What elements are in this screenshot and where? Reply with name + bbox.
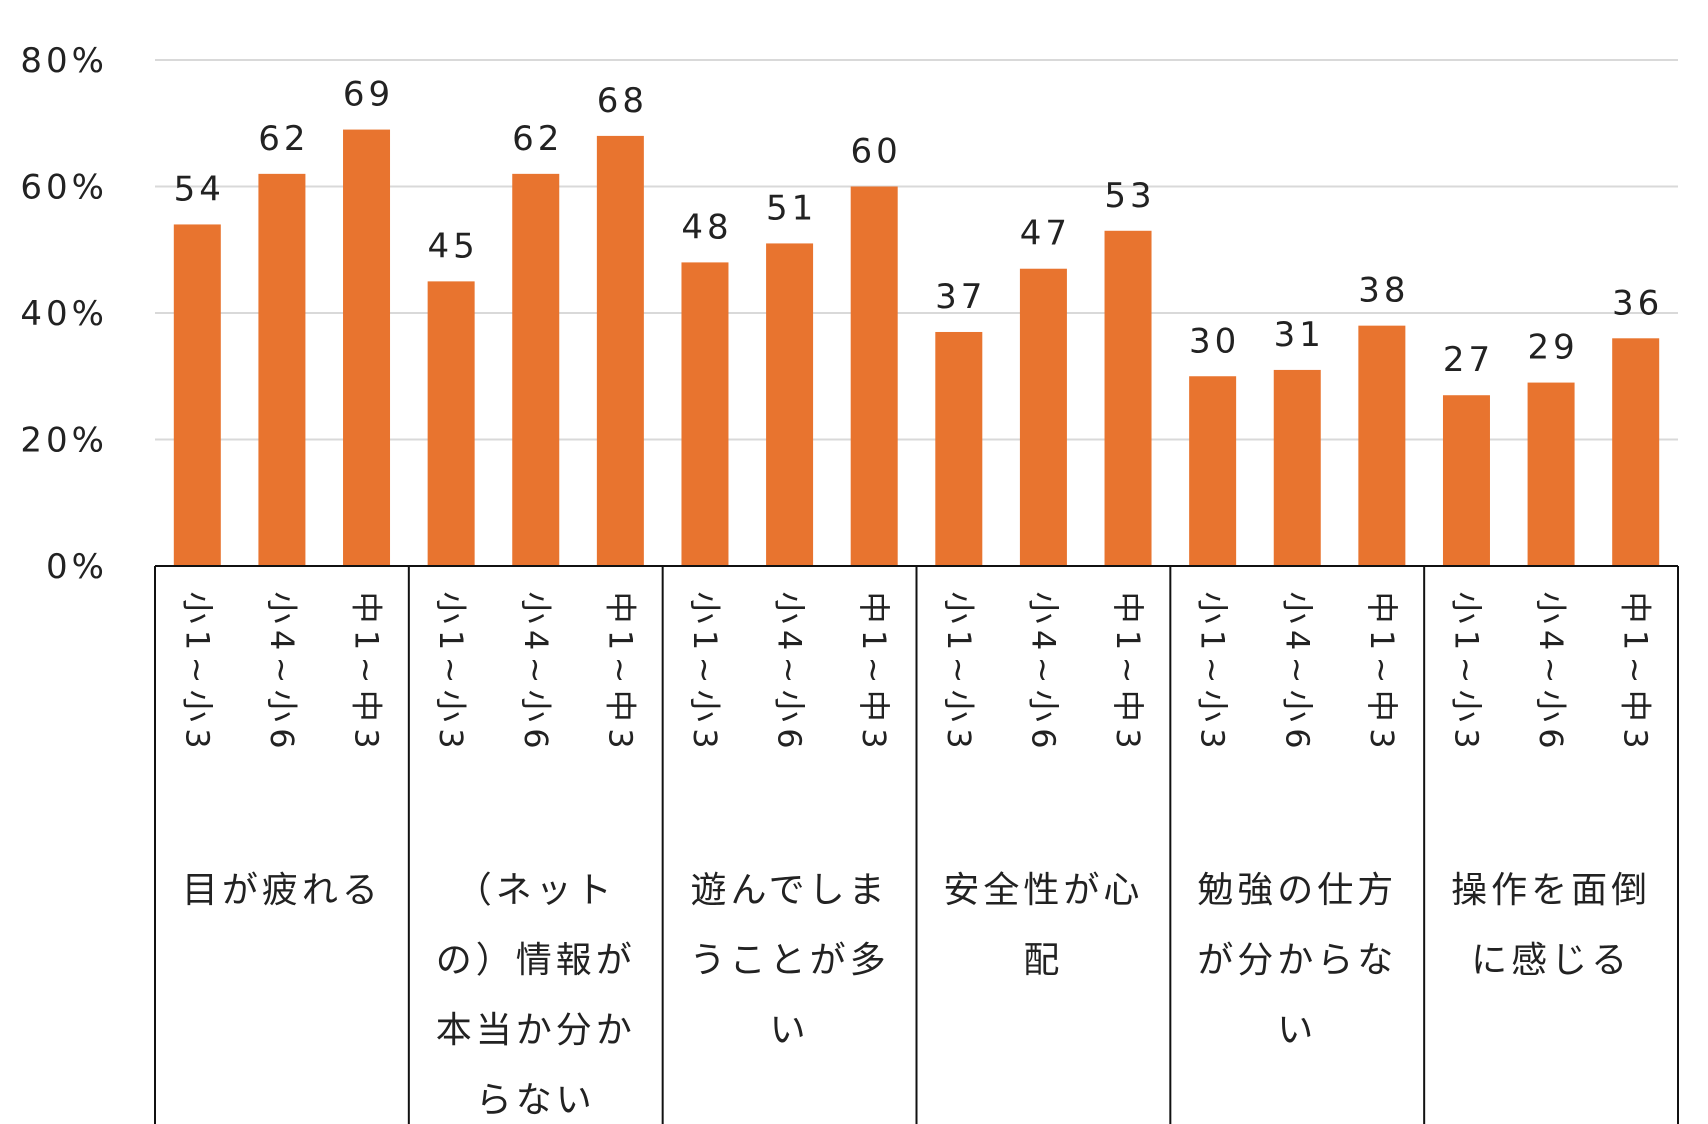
bar <box>596 135 644 566</box>
data-label: 53 <box>1104 176 1155 216</box>
x-tick-label: 小 4 ~ 小 6 <box>263 591 301 748</box>
data-label: 54 <box>174 169 225 209</box>
data-label: 62 <box>512 119 563 159</box>
group-label: の）情報が <box>436 940 636 981</box>
data-label: 30 <box>1189 321 1240 361</box>
group-label: が分からな <box>1197 940 1397 981</box>
x-axis: 小 1 ~ 小 3 小 4 ~ 小 6 中 1 ~ 中 3 小 1 ~ 小 3 小 4 … <box>154 565 1679 1124</box>
group-label: 配 <box>1023 940 1063 981</box>
bar <box>850 186 898 566</box>
data-label: 60 <box>851 132 902 172</box>
y-tick-label: 80% <box>20 41 108 81</box>
group-label: らない <box>476 1080 596 1121</box>
bar <box>681 262 729 566</box>
data-label: 68 <box>597 81 648 121</box>
y-tick-label: 0% <box>46 547 108 587</box>
x-tick-label: 小 4 ~ 小 6 <box>517 591 555 748</box>
x-tick-label: 小 1 ~ 小 3 <box>1194 591 1232 748</box>
group-label: 操作を面倒 <box>1451 870 1651 911</box>
bar <box>1442 395 1490 566</box>
x-tick-label: 小 1 ~ 小 3 <box>686 591 724 748</box>
data-label: 36 <box>1612 283 1663 323</box>
bar <box>1273 369 1321 566</box>
x-tick-label: 小 1 ~ 小 3 <box>1447 591 1485 748</box>
x-tick-label: 中 1 ~ 中 3 <box>348 591 386 748</box>
data-label: 48 <box>681 207 732 247</box>
x-tick-label: 小 1 ~ 小 3 <box>178 591 216 748</box>
bar <box>343 129 391 566</box>
group-label: 勉強の仕方 <box>1197 870 1397 911</box>
group-label: うことが多 <box>690 940 890 981</box>
bar <box>258 173 306 566</box>
bar <box>1358 325 1406 566</box>
group-label: 目が疲れる <box>182 870 382 911</box>
gridlines <box>155 59 1678 441</box>
data-label: 27 <box>1443 340 1494 380</box>
bar <box>1527 382 1575 566</box>
data-label: 37 <box>935 277 986 317</box>
x-tick-label: 小 4 ~ 小 6 <box>1532 591 1570 748</box>
x-tick-label: 中 1 ~ 中 3 <box>1617 591 1655 748</box>
group-label: い <box>770 1010 810 1051</box>
data-label: 69 <box>343 75 394 115</box>
y-tick-label: 20% <box>20 421 108 461</box>
bar <box>1189 376 1237 566</box>
group-label: 安全性が心 <box>943 870 1143 911</box>
x-tick-label: 小 1 ~ 小 3 <box>940 591 978 748</box>
data-label: 38 <box>1358 271 1409 311</box>
group-label: い <box>1277 1010 1317 1051</box>
data-label: 47 <box>1020 214 1071 254</box>
group-label: 遊んでしま <box>690 870 888 911</box>
x-tick-label: 小 4 ~ 小 6 <box>1024 591 1062 748</box>
bar <box>1612 338 1660 566</box>
bar <box>935 331 983 566</box>
group-label: 本当か分か <box>436 1010 636 1051</box>
bar <box>1019 268 1067 566</box>
data-label: 31 <box>1274 315 1325 355</box>
data-label: 29 <box>1527 328 1578 368</box>
data-label: 45 <box>428 226 479 266</box>
x-tick-label: 小 4 ~ 小 6 <box>1278 591 1316 748</box>
data-labels: 54 62 69 45 62 68 48 51 60 37 47 53 30 31 38 27 29 36 <box>174 75 1663 381</box>
x-tick-label: 小 1 ~ 小 3 <box>432 591 470 748</box>
y-tick-label: 60% <box>20 168 108 208</box>
x-tick-label: 中 1 ~ 中 3 <box>855 591 893 748</box>
x-tick-label: 中 1 ~ 中 3 <box>1109 591 1147 748</box>
bar <box>766 243 814 567</box>
bar <box>512 173 560 566</box>
x-tick-label: 中 1 ~ 中 3 <box>601 591 639 748</box>
bar <box>427 281 475 566</box>
bars <box>173 129 1660 567</box>
y-tick-label: 40% <box>20 294 108 334</box>
group-label: に感じる <box>1471 940 1631 981</box>
data-label: 62 <box>258 119 309 159</box>
x-tick-label: 中 1 ~ 中 3 <box>1363 591 1401 748</box>
group-label: （ネット <box>456 870 616 911</box>
bar <box>173 224 221 566</box>
bar <box>1104 230 1152 566</box>
x-tick-label: 小 4 ~ 小 6 <box>771 591 809 748</box>
y-axis-ticks: 0% 20% 40% 60% 80% <box>20 41 108 587</box>
data-label: 51 <box>766 188 817 228</box>
